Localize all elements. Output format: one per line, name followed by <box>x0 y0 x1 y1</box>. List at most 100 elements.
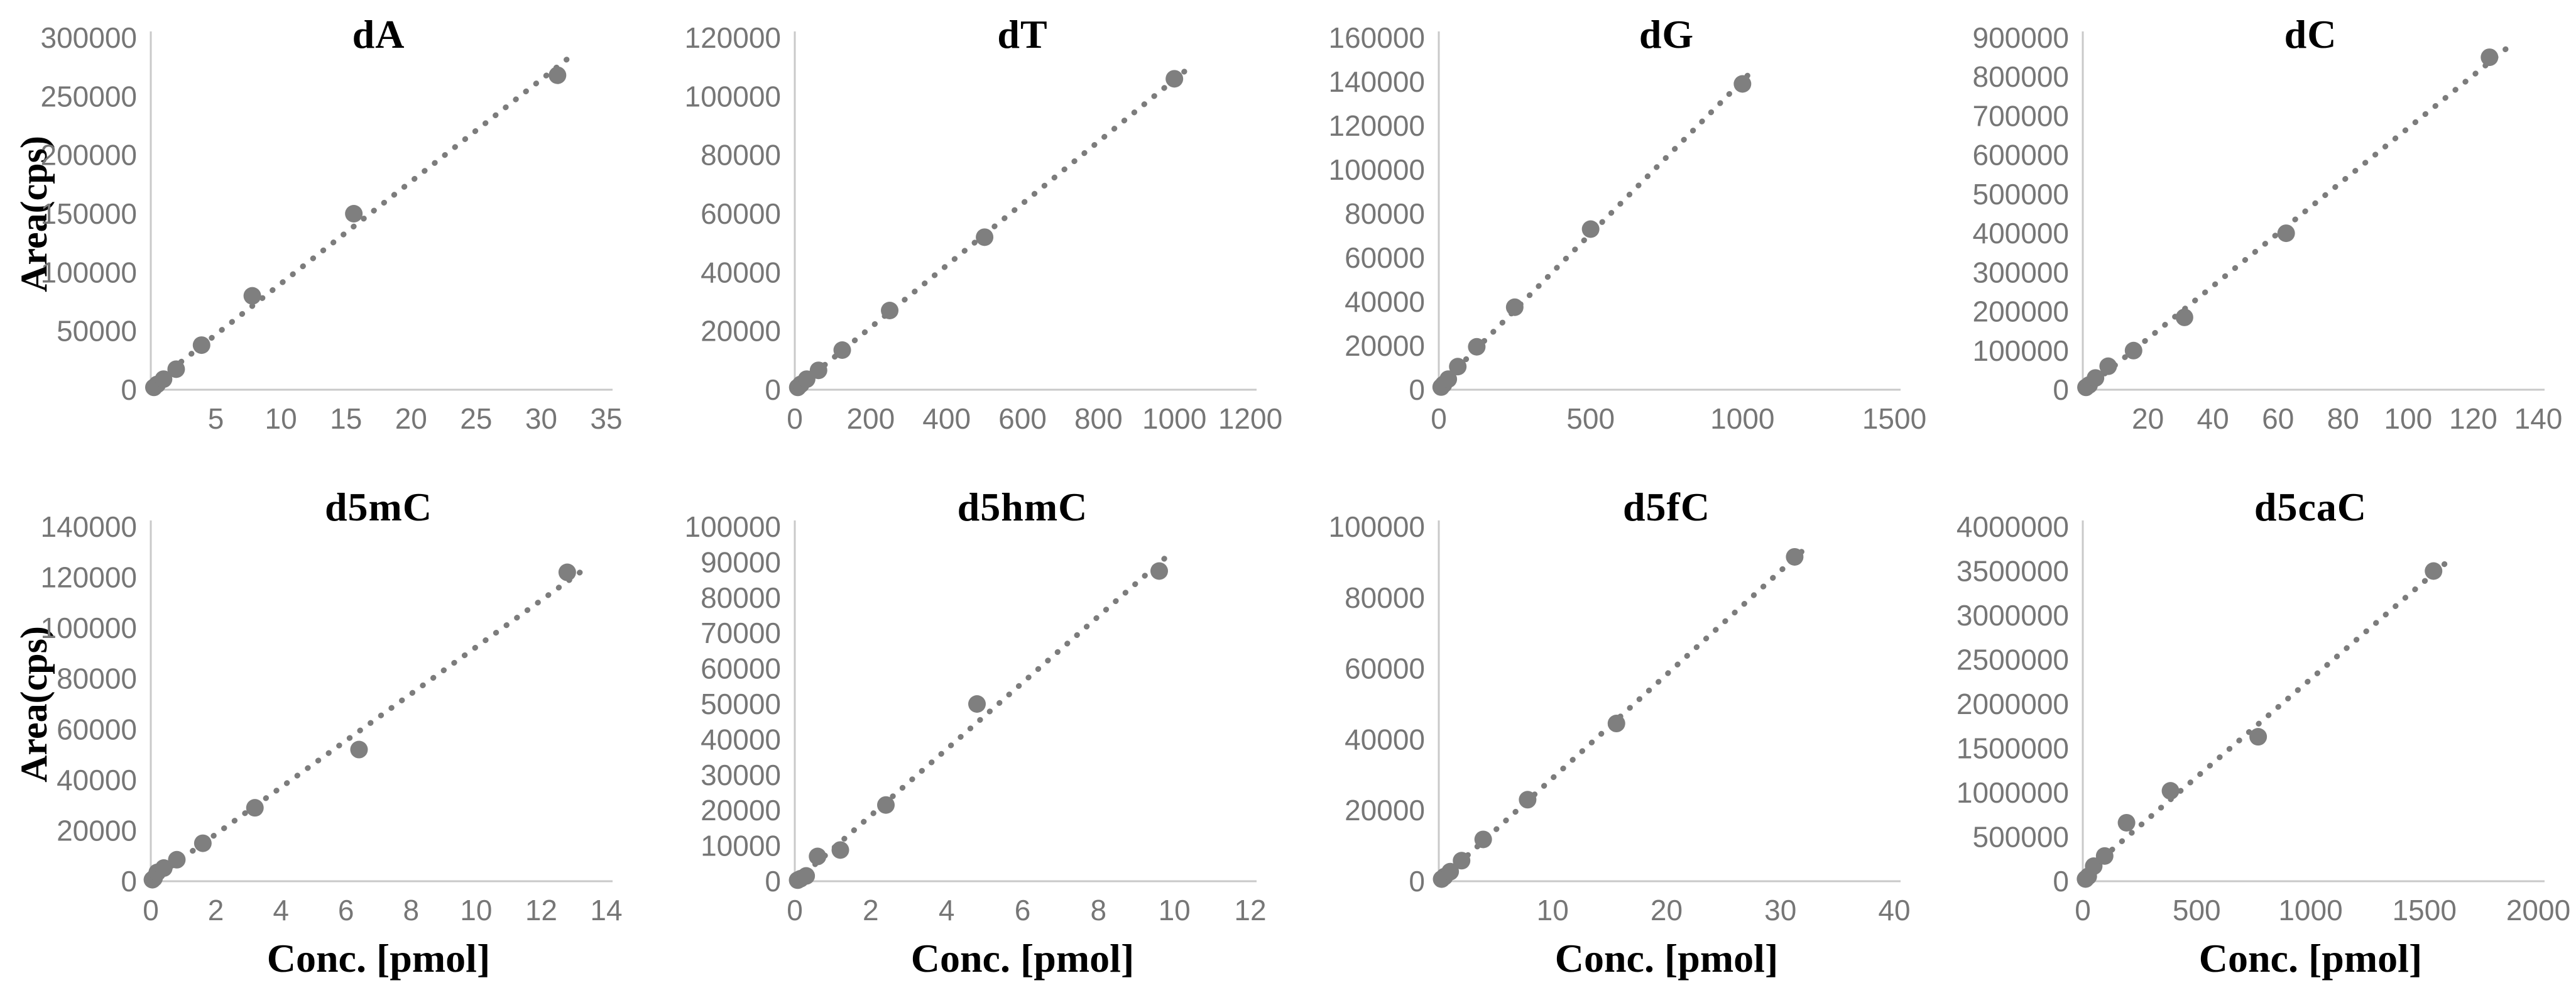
svg-text:100000: 100000 <box>41 612 138 644</box>
svg-text:20000: 20000 <box>1345 329 1425 362</box>
svg-text:140: 140 <box>2514 402 2563 435</box>
svg-text:10: 10 <box>1159 894 1191 926</box>
chart-dG: dG 0 20000 40000 60000 80000 100000 120000 1400… <box>1288 0 1932 478</box>
chart-title-d5fC: d5fC <box>1622 485 1711 529</box>
svg-text:100000: 100000 <box>1329 153 1426 186</box>
svg-text:4: 4 <box>273 894 289 926</box>
svg-text:0: 0 <box>2053 865 2069 898</box>
svg-text:100: 100 <box>2384 402 2432 435</box>
svg-text:2000: 2000 <box>2506 894 2570 926</box>
svg-text:80000: 80000 <box>1345 581 1425 614</box>
svg-text:4000000: 4000000 <box>1957 510 2069 543</box>
svg-text:40000: 40000 <box>1345 285 1425 318</box>
plot-area-d5hmC: 0100002000030000400005000060000700008000… <box>685 510 1267 926</box>
svg-text:0: 0 <box>765 373 781 406</box>
svg-text:10: 10 <box>265 402 297 435</box>
svg-text:1200: 1200 <box>1218 402 1282 435</box>
svg-text:40: 40 <box>1878 894 1910 926</box>
svg-text:300000: 300000 <box>41 21 138 54</box>
svg-text:120000: 120000 <box>685 21 782 54</box>
svg-text:10000: 10000 <box>701 830 781 862</box>
chart-d5caC: d5caC 0 500000 1000000 1500000 2000000 250000… <box>1932 478 2576 995</box>
svg-text:140000: 140000 <box>41 510 138 543</box>
chart-title-d5caC: d5caC <box>2254 485 2367 529</box>
chart-dA: Area(cps) dA 0 50000 100000 150000 200000 250… <box>0 0 644 478</box>
svg-text:60000: 60000 <box>57 713 137 745</box>
svg-text:600000: 600000 <box>1973 139 2070 172</box>
x-axis-label: Conc. [pmol] <box>266 936 491 981</box>
svg-text:0: 0 <box>143 894 159 926</box>
svg-text:40000: 40000 <box>701 256 781 289</box>
svg-text:6: 6 <box>338 894 354 926</box>
svg-text:60000: 60000 <box>1345 652 1425 685</box>
svg-text:500: 500 <box>2173 894 2221 926</box>
svg-text:8: 8 <box>403 894 419 926</box>
svg-text:0: 0 <box>121 373 137 406</box>
svg-text:20000: 20000 <box>701 794 781 827</box>
svg-text:120000: 120000 <box>41 561 138 594</box>
svg-text:800: 800 <box>1074 402 1123 435</box>
svg-text:0: 0 <box>787 894 803 926</box>
plot-area-dG: 0 20000 40000 60000 80000 100000 120000 140000 1… <box>1329 21 1927 435</box>
svg-text:8: 8 <box>1091 894 1107 926</box>
svg-text:700000: 700000 <box>1973 99 2070 132</box>
svg-text:3000000: 3000000 <box>1957 599 2069 632</box>
plot-area-dC: 0 100000 200000 300000 400000 500000 600000 700… <box>1973 21 2563 435</box>
svg-text:40: 40 <box>2197 402 2229 435</box>
svg-text:250000: 250000 <box>41 80 138 113</box>
svg-text:40000: 40000 <box>701 723 781 756</box>
svg-text:30: 30 <box>525 402 557 435</box>
svg-text:160000: 160000 <box>1329 21 1426 54</box>
svg-text:300000: 300000 <box>1973 256 2070 289</box>
svg-text:20000: 20000 <box>1345 794 1425 827</box>
svg-text:25: 25 <box>460 402 492 435</box>
svg-text:60000: 60000 <box>701 652 781 685</box>
svg-text:20: 20 <box>395 402 427 435</box>
svg-text:500000: 500000 <box>1973 178 2070 211</box>
svg-text:20000: 20000 <box>701 315 781 348</box>
svg-text:70000: 70000 <box>701 617 781 649</box>
svg-text:0: 0 <box>1409 865 1425 898</box>
svg-text:0: 0 <box>765 865 781 898</box>
svg-text:50000: 50000 <box>701 688 781 720</box>
svg-text:600: 600 <box>998 402 1047 435</box>
chart-d5mC: Area(cps) d5mC 0 20000 40000 60000 80000 1000… <box>0 478 644 995</box>
plot-area-dT: 0 20000 40000 60000 80000 100000 120000 0 200 400… <box>685 21 1283 435</box>
chart-d5fC: d5fC 0 20000 40000 60000 80000 100000 10 20 30 40… <box>1288 478 1932 995</box>
svg-text:100000: 100000 <box>1973 334 2070 367</box>
svg-text:20: 20 <box>2132 402 2164 435</box>
chart-title-d5hmC: d5hmC <box>957 485 1088 529</box>
svg-text:80000: 80000 <box>701 581 781 614</box>
svg-text:5: 5 <box>208 402 224 435</box>
svg-text:35: 35 <box>590 402 622 435</box>
svg-text:6: 6 <box>1015 894 1031 926</box>
svg-text:1000000: 1000000 <box>1957 776 2069 809</box>
svg-text:100000: 100000 <box>41 256 138 289</box>
svg-text:1500000: 1500000 <box>1957 732 2069 765</box>
chart-dC: dC 0 100000 200000 300000 400000 500000 600000… <box>1932 0 2576 478</box>
svg-text:0: 0 <box>2075 894 2091 926</box>
svg-text:400: 400 <box>922 402 971 435</box>
chart-title-d5mC: d5mC <box>324 485 433 529</box>
svg-text:2000000: 2000000 <box>1957 688 2069 720</box>
svg-text:40000: 40000 <box>57 764 137 796</box>
svg-text:1000: 1000 <box>1710 402 1774 435</box>
svg-text:14: 14 <box>590 894 622 926</box>
chart-title-dA: dA <box>352 12 405 57</box>
svg-text:1500: 1500 <box>2393 894 2457 926</box>
svg-text:2: 2 <box>863 894 879 926</box>
svg-text:50000: 50000 <box>57 315 137 348</box>
svg-text:140000: 140000 <box>1329 65 1426 98</box>
svg-text:15: 15 <box>330 402 362 435</box>
x-axis-label: Conc. [pmol] <box>1554 936 1779 981</box>
svg-text:12: 12 <box>1234 894 1266 926</box>
svg-text:500000: 500000 <box>1973 821 2070 854</box>
svg-text:30000: 30000 <box>701 759 781 791</box>
chart-d5hmC: d5hmC 0 10000 20000 30000 40000 50000 60000 700… <box>644 478 1288 995</box>
svg-text:500: 500 <box>1566 402 1615 435</box>
svg-text:900000: 900000 <box>1973 21 2070 54</box>
svg-text:80000: 80000 <box>701 139 781 172</box>
svg-text:60000: 60000 <box>1345 241 1425 274</box>
svg-text:0: 0 <box>121 865 137 898</box>
svg-text:100000: 100000 <box>685 80 782 113</box>
